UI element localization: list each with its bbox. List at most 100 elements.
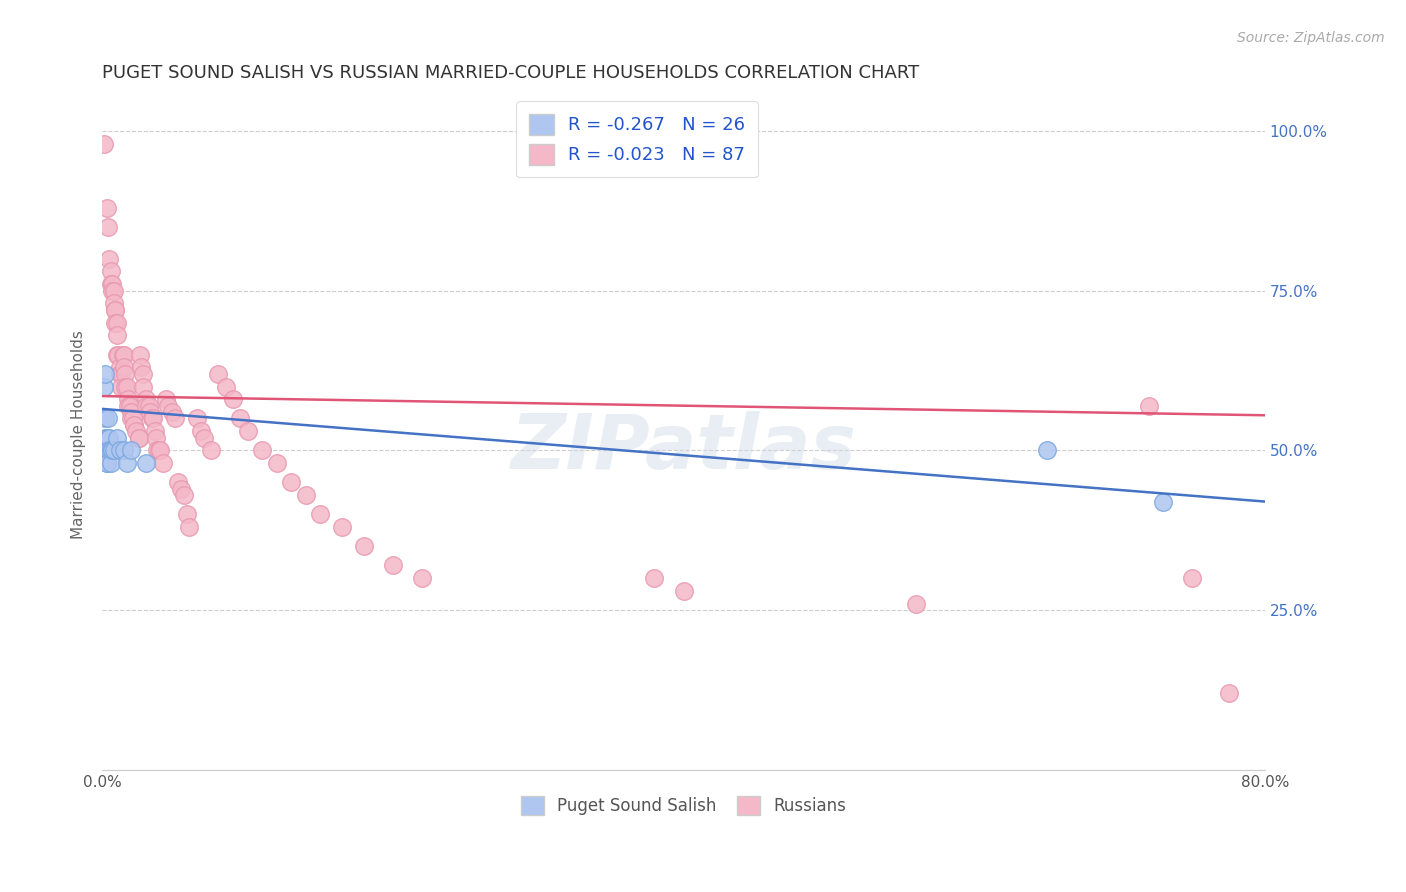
Point [105,431,128,445]
Point [114,367,136,381]
Point [122,417,145,432]
Point [105,316,128,330]
Point [104,316,127,330]
Point [330,520,353,534]
Point [152,456,174,470]
Point [96,443,118,458]
Point [94,443,117,458]
Point [100,443,122,458]
Point [170,482,193,496]
Point [97,431,120,445]
Point [98,443,121,458]
Point [118,399,141,413]
Point [98,252,121,266]
Point [145,431,167,445]
Point [117,392,139,407]
Point [142,411,165,425]
Point [129,347,152,361]
Point [179,520,201,534]
Point [672,584,695,599]
Point [222,392,245,407]
Point [176,508,198,522]
Y-axis label: Married-couple Households: Married-couple Households [72,330,86,539]
Point [200,443,222,458]
Point [122,417,145,432]
Point [146,443,169,458]
Point [207,367,229,381]
Point [101,277,124,292]
Point [381,558,404,573]
Point [141,411,163,425]
Point [97,411,120,425]
Point [124,424,146,438]
Text: PUGET SOUND SALISH VS RUSSIAN MARRIED-COUPLE HOUSEHOLDS CORRELATION CHART: PUGET SOUND SALISH VS RUSSIAN MARRIED-CO… [103,64,920,82]
Point [193,431,215,445]
Point [186,411,208,425]
Point [266,456,288,470]
Point [108,360,131,375]
Point [93,379,115,393]
Point [110,367,132,381]
Point [111,347,134,361]
Point [104,302,127,317]
Point [236,424,259,438]
Point [135,399,157,413]
Point [149,443,172,458]
Point [98,431,121,445]
Point [97,219,120,234]
Point [280,475,302,490]
Point [139,405,162,419]
Point [101,284,124,298]
Point [411,571,433,585]
Point [103,284,125,298]
Point [107,347,129,361]
Point [103,443,125,458]
Point [94,411,117,425]
Point [135,456,157,470]
Point [100,456,122,470]
Point [94,431,117,445]
Text: Source: ZipAtlas.com: Source: ZipAtlas.com [1237,31,1385,45]
Point [114,379,136,393]
Point [101,443,124,458]
Point [96,201,118,215]
Point [190,424,212,438]
Point [1181,571,1204,585]
Text: ZIPatlas: ZIPatlas [510,411,856,485]
Point [215,379,238,393]
Point [108,367,131,381]
Point [115,456,138,470]
Point [135,392,157,407]
Point [1137,399,1160,413]
Point [138,399,160,413]
Point [160,405,183,419]
Point [905,597,928,611]
Point [309,508,332,522]
Point [173,488,195,502]
Point [353,539,375,553]
Point [96,456,118,470]
Point [131,360,153,375]
Point [108,443,131,458]
Point [96,431,118,445]
Point [93,136,115,151]
Point [294,488,316,502]
Point [115,379,138,393]
Point [1036,443,1059,458]
Point [104,302,127,317]
Point [100,277,122,292]
Point [128,431,150,445]
Point [94,367,117,381]
Point [110,379,132,393]
Point [120,405,142,419]
Point [148,443,170,458]
Point [132,379,155,393]
Point [229,411,252,425]
Point [121,411,143,425]
Point [112,347,135,361]
Point [120,411,142,425]
Point [117,399,139,413]
Point [156,399,179,413]
Point [643,571,665,585]
Point [1218,686,1240,700]
